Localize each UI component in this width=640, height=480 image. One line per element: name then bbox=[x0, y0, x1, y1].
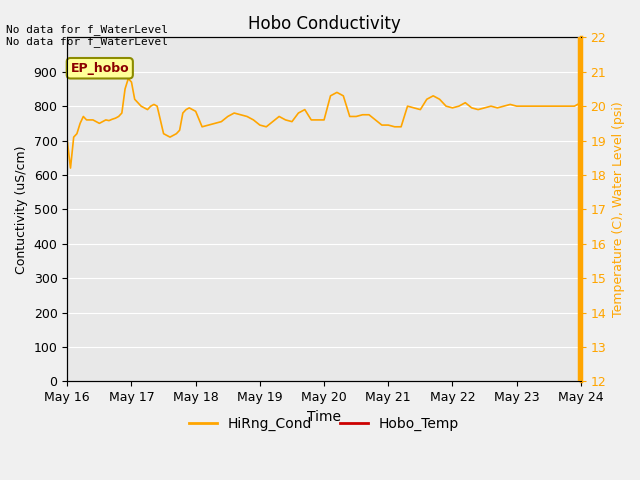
Text: No data for f_WaterLevel
No data for f_WaterLevel: No data for f_WaterLevel No data for f_W… bbox=[6, 24, 168, 48]
Title: Hobo Conductivity: Hobo Conductivity bbox=[248, 15, 401, 33]
Y-axis label: Temperature (C), Water Level (psi): Temperature (C), Water Level (psi) bbox=[612, 101, 625, 317]
Legend: HiRng_Cond, Hobo_Temp: HiRng_Cond, Hobo_Temp bbox=[184, 411, 465, 436]
Y-axis label: Contuctivity (uS/cm): Contuctivity (uS/cm) bbox=[15, 145, 28, 274]
Text: EP_hobo: EP_hobo bbox=[70, 62, 129, 75]
X-axis label: Time: Time bbox=[307, 410, 341, 424]
